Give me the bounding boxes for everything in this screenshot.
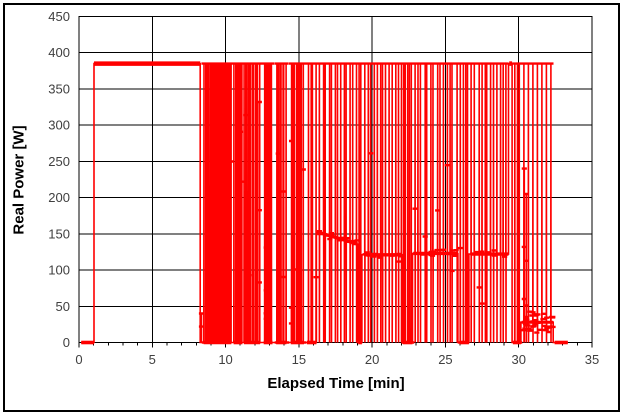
- y-tick-label: 50: [56, 299, 70, 314]
- x-tick-label: 20: [365, 352, 379, 367]
- x-tick-label: 25: [438, 352, 452, 367]
- power-series-line: [81, 62, 568, 344]
- power-series-dash-markers: [198, 62, 556, 344]
- y-tick-label: 0: [63, 335, 70, 350]
- y-tick-label: 100: [48, 263, 70, 278]
- y-tick-label: 300: [48, 118, 70, 133]
- x-tick-label: 15: [292, 352, 306, 367]
- x-tick-label: 35: [585, 352, 599, 367]
- y-tick-label: 400: [48, 45, 70, 60]
- y-tick-label: 450: [48, 9, 70, 24]
- x-tick-label: 10: [218, 352, 232, 367]
- x-tick-label: 0: [75, 352, 82, 367]
- x-axis-title: Elapsed Time [min]: [267, 375, 405, 392]
- x-tick-label: 5: [149, 352, 156, 367]
- y-tick-label: 250: [48, 154, 70, 169]
- y-tick-label: 200: [48, 190, 70, 205]
- y-axis-title: Real Power [W]: [10, 125, 28, 235]
- y-tick-label: 150: [48, 226, 70, 241]
- chart-frame-border: [3, 3, 620, 412]
- y-tick-label: 350: [48, 81, 70, 96]
- x-tick-label: 30: [511, 352, 525, 367]
